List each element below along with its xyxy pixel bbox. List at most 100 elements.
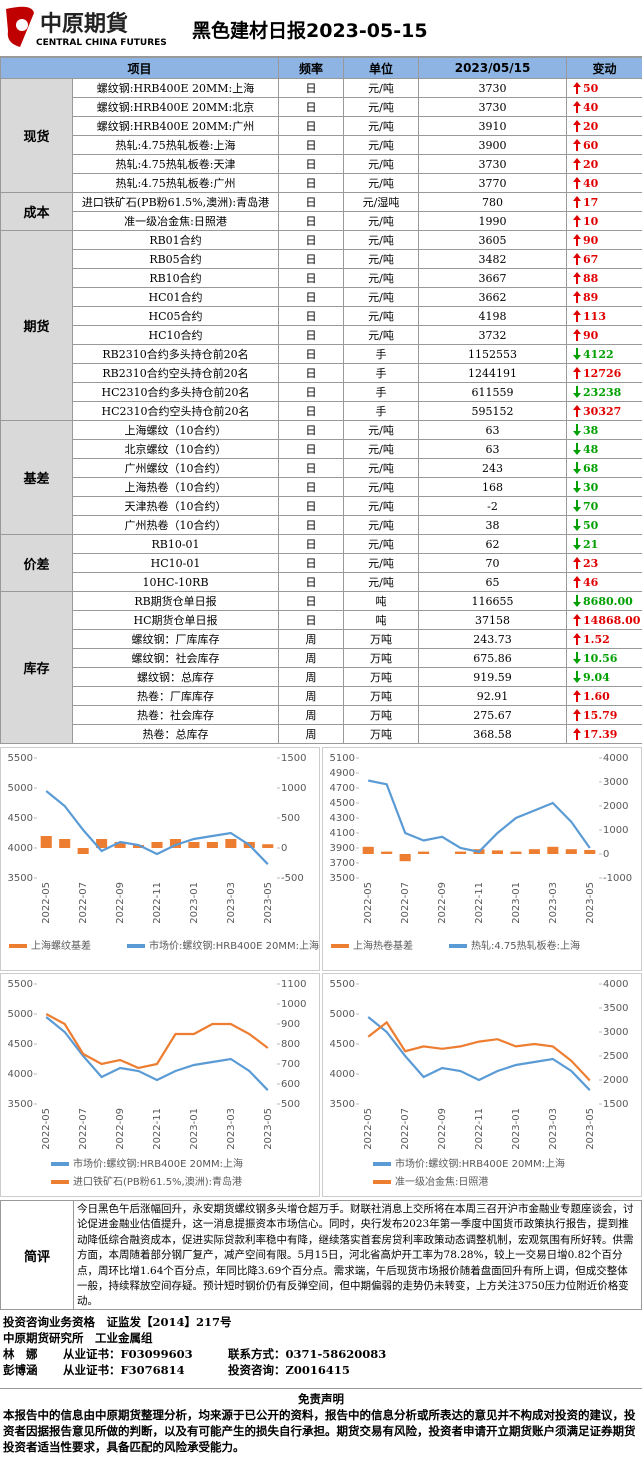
legend-label: 热轧:4.75热轧板卷:上海 — [471, 939, 580, 952]
arrow-shape — [573, 328, 582, 341]
cell: 进口铁矿石(PB粉61.5%,澳洲):青岛港 — [71, 192, 280, 212]
cell: 元/吨 — [343, 496, 420, 516]
change: 20 — [583, 119, 599, 133]
arrow — [573, 252, 582, 265]
cell: 日 — [278, 382, 345, 402]
table-row: 基差 上海螺纹（10合约）日元/吨 63 38 — [0, 420, 642, 535]
cell: HC2310合约多头持仓前20名 — [71, 382, 280, 402]
y-tick-label: 3500 — [8, 873, 33, 884]
legend-swatch — [449, 944, 467, 948]
arrow-shape — [573, 214, 582, 227]
logo-cn: 中原期貨 — [40, 11, 129, 37]
y2-tick-label: 3500 — [603, 1003, 628, 1014]
y2-tick-label: 1000 — [281, 999, 306, 1010]
cell: 3482 — [418, 249, 568, 269]
bar — [40, 836, 52, 848]
team: 中原期货研究所 工业金属组 — [3, 1331, 153, 1345]
arrow-shape — [573, 575, 582, 588]
bar — [418, 851, 430, 854]
x-tick-label: 2023-01 — [189, 1108, 200, 1150]
y2-tick-label: 1500 — [603, 1099, 628, 1110]
logo — [6, 6, 34, 47]
arrow — [573, 214, 582, 227]
table-row: 天津热卷（10合约）日元/吨 -2 70 — [1, 496, 642, 516]
cell: 元/吨 — [343, 458, 420, 478]
cell: RB01合约 — [71, 230, 280, 250]
cell: 元/吨 — [343, 420, 420, 440]
arrow — [573, 347, 582, 360]
change-cell: 40 — [566, 97, 642, 117]
arrow — [573, 480, 582, 493]
change-cell: 113 — [566, 306, 642, 326]
table-row: HC05合约日元/吨 4198 113 — [1, 306, 642, 326]
table-row: 螺纹钢：厂库库存周万吨 243.73 1.52 — [1, 629, 642, 649]
change-cell: 68 — [566, 458, 642, 478]
cell: 万吨 — [343, 724, 420, 744]
cell: RB10-01 — [71, 534, 280, 554]
cell: 675.86 — [418, 648, 568, 668]
arrow — [573, 537, 582, 550]
arrow — [573, 594, 582, 607]
table-row: 广州螺纹（10合约）日元/吨 243 68 — [1, 458, 642, 478]
arrow-shape — [573, 385, 582, 398]
x-tick-label: 2023-01 — [511, 882, 522, 924]
cell: 日 — [278, 78, 345, 98]
cell: 热卷：总库存 — [71, 724, 280, 744]
y2-tick-label: 3000 — [603, 777, 628, 788]
x-tick-label: 2022-11 — [152, 882, 163, 924]
bar — [547, 846, 559, 854]
arrow — [573, 613, 582, 626]
change: 23 — [583, 556, 599, 570]
y2-tick-label: 1100 — [281, 979, 306, 990]
arrow — [573, 632, 582, 645]
change: 15.79 — [583, 708, 618, 722]
arrow-shape — [573, 233, 582, 246]
staff-field: 投资咨询：Z0016415 — [228, 1363, 350, 1377]
data-table: 项目 频率 单位 2023/05/15 变动 现货 螺纹钢:HRB400E 20MM:上海… — [0, 57, 642, 744]
cell: 热轧:4.75热轧板卷:上海 — [71, 135, 280, 155]
table-row: HC2310合约多头持仓前20名日手 611559 23238 — [1, 382, 642, 402]
cell: 元/吨 — [343, 477, 420, 497]
arrow-shape — [573, 81, 582, 94]
staff-row: 彭博涵 从业证书：F3076814 投资咨询：Z0016415 — [3, 1362, 639, 1378]
chart: 3500 4000 4500 5000 5500 1500 2000 2500 3000 3500… — [322, 973, 642, 1197]
change: 10.56 — [583, 651, 618, 665]
cell: 元/吨 — [343, 287, 420, 307]
x-tick-label: 2023-03 — [226, 1108, 237, 1150]
footer: 投资咨询业务资格 证监发【2014】217号 中原期货研究所 工业金属组 林 娜… — [0, 1310, 642, 1382]
change: 50 — [583, 518, 599, 532]
cell: 天津热卷（10合约） — [71, 496, 280, 516]
cell: 275.67 — [418, 705, 568, 725]
line — [45, 1013, 269, 1070]
arrow-shape — [573, 138, 582, 151]
arrow-shape — [573, 632, 582, 645]
cell: 日 — [278, 211, 345, 231]
table-row: HC10合约日元/吨 3732 90 — [1, 325, 642, 345]
cell: 上海螺纹（10合约） — [71, 420, 280, 440]
bar — [565, 849, 577, 854]
x-tick-label: 2022-11 — [474, 1108, 485, 1150]
arrow-shape — [573, 100, 582, 113]
y-tick-label: 4000 — [8, 1069, 33, 1080]
bar — [491, 850, 503, 854]
group-name: 期货 — [0, 230, 73, 421]
staff-row: 林 娜 从业证书：F03099603 联系方式：0371-58620083 — [3, 1346, 639, 1362]
disclaimer-title: 免责声明 — [298, 1392, 344, 1406]
bar — [510, 851, 522, 854]
change-cell: 9.04 — [566, 667, 642, 687]
change-cell: 20 — [566, 154, 642, 174]
table-row: 螺纹钢:HRB400E 20MM:广州日元/吨 3910 20 — [1, 116, 642, 136]
cell: 上海热卷（10合约） — [71, 477, 280, 497]
cell: 日 — [278, 363, 345, 383]
arrow-shape — [573, 613, 582, 626]
change-cell: 17 — [566, 192, 642, 212]
change-cell: 46 — [566, 572, 642, 592]
y-tick-label: 4500 — [8, 813, 33, 824]
arrow — [573, 670, 582, 683]
group-name: 成本 — [0, 192, 73, 231]
cell: 3732 — [418, 325, 568, 345]
cell: 周 — [278, 667, 345, 687]
table-row: 准一级冶金焦:日照港日元/吨 1990 10 — [1, 211, 642, 231]
change-cell: 12726 — [566, 363, 642, 383]
table-row: 广州热卷（10合约）日元/吨 38 50 — [1, 515, 642, 535]
